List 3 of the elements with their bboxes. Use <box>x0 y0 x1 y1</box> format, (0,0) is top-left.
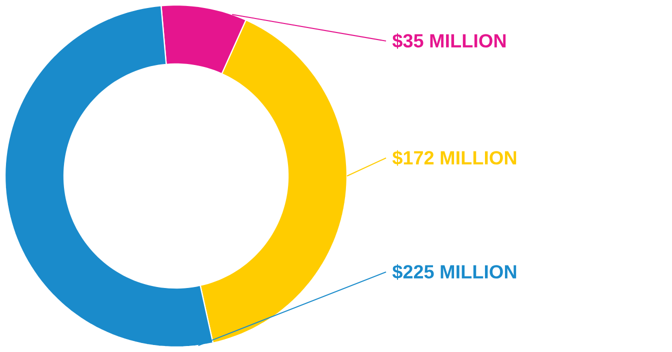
data-label: $225 MILLION <box>392 264 516 280</box>
data-label: $172 MILLION <box>392 150 516 166</box>
data-label: $35 MILLION <box>392 33 506 49</box>
